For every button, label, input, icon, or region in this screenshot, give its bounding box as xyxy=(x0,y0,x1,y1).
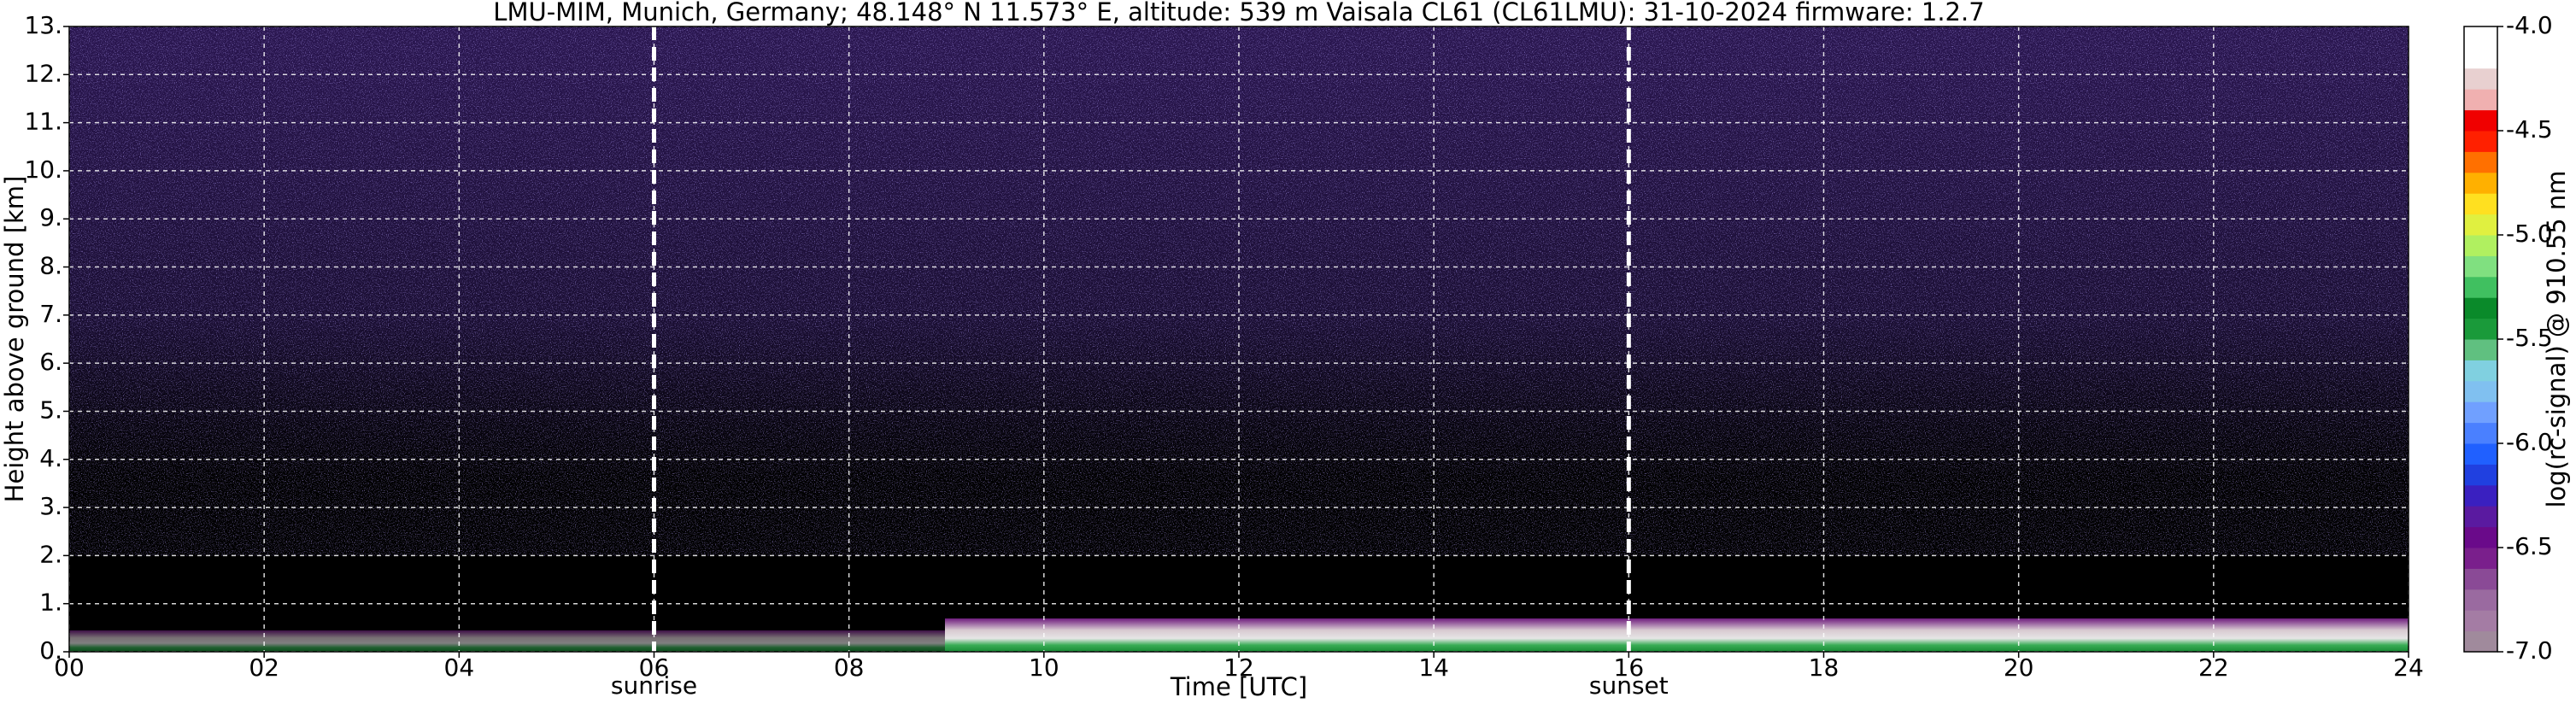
colorbar-swatch xyxy=(2464,235,2497,256)
colorbar-swatch xyxy=(2464,193,2497,215)
colorbar-swatch xyxy=(2464,26,2497,48)
colorbar-swatch xyxy=(2464,380,2497,402)
colorbar-swatch xyxy=(2464,318,2497,340)
y-tick-label: 8. xyxy=(39,252,62,280)
y-tick-label: 3. xyxy=(39,492,62,520)
x-tick-label: 12 xyxy=(1223,653,1254,682)
y-tick-label: 13. xyxy=(24,11,62,39)
colorbar-tick-label: -4.0 xyxy=(2506,11,2553,39)
y-tick-label: 7. xyxy=(39,300,62,328)
y-tick-label: 4. xyxy=(39,444,62,472)
y-tick-label: 5. xyxy=(39,396,62,424)
x-tick-label: 00 xyxy=(54,653,85,682)
colorbar-label: log(rc-signal) @ 910.55 nm xyxy=(2542,170,2571,507)
colorbar-tick-label: -7.0 xyxy=(2506,636,2553,665)
y-tick-label: 9. xyxy=(39,203,62,231)
colorbar-swatch xyxy=(2464,297,2497,319)
x-axis-label: Time [UTC] xyxy=(1170,672,1307,701)
colorbar-tick-label: -6.0 xyxy=(2506,428,2553,456)
colorbar-tick-label: -5.0 xyxy=(2506,220,2553,248)
colorbar-swatch xyxy=(2464,464,2497,486)
colorbar-swatch xyxy=(2464,109,2497,132)
x-tick-label: 08 xyxy=(834,653,865,682)
colorbar-swatch xyxy=(2464,422,2497,444)
colorbar-swatch xyxy=(2464,548,2497,569)
colorbar-swatch xyxy=(2464,339,2497,360)
x-tick-label: 20 xyxy=(2004,653,2034,682)
x-tick-label: 24 xyxy=(2393,653,2424,682)
colorbar-swatch xyxy=(2464,131,2497,152)
colorbar-swatch xyxy=(2464,47,2497,69)
colorbar: -4.0 -4.5 -5.0 -5.5 -6.0 -6.5 -7.0 xyxy=(2463,11,2553,665)
colorbar-swatch xyxy=(2464,484,2497,507)
colorbar-swatch xyxy=(2464,276,2497,298)
colorbar-swatch xyxy=(2464,360,2497,382)
y-tick-label: 2. xyxy=(39,540,62,568)
y-tick-label: 11. xyxy=(24,108,62,136)
annotation-label: sunset xyxy=(1589,671,1669,700)
y-axis-label: Height above ground [km] xyxy=(0,176,29,503)
colorbar-swatch xyxy=(2464,89,2497,111)
x-tick-label: 02 xyxy=(249,653,279,682)
y-tick-label: 6. xyxy=(39,348,62,376)
colorbar-swatch xyxy=(2464,401,2497,424)
colorbar-swatch xyxy=(2464,443,2497,465)
x-tick-label: 16 xyxy=(1614,653,1645,682)
colorbar-swatch xyxy=(2464,172,2497,194)
colorbar-tick-label: -6.5 xyxy=(2506,532,2553,560)
colorbar-swatch xyxy=(2464,610,2497,632)
x-tick-label: 04 xyxy=(444,653,475,682)
colorbar-swatch xyxy=(2464,589,2497,611)
x-tick-label: 10 xyxy=(1029,653,1059,682)
annotations xyxy=(652,26,1631,652)
annotation-label: sunrise xyxy=(611,671,697,700)
y-tick-label: 10. xyxy=(24,155,62,184)
x-tick-label: 22 xyxy=(2198,653,2229,682)
colorbar-swatch xyxy=(2464,67,2497,90)
x-tick-label: 14 xyxy=(1418,653,1449,682)
x-tick-label: 06 xyxy=(639,653,670,682)
y-tick-label: 1. xyxy=(39,589,62,617)
colorbar-swatch xyxy=(2464,506,2497,528)
colorbar-swatch xyxy=(2464,526,2497,548)
colorbar-swatch xyxy=(2464,151,2497,173)
colorbar-swatch xyxy=(2464,568,2497,590)
y-tick-label: 12. xyxy=(24,59,62,87)
tick-labels: 00 02 04 06 08 10 12 14 16 18 20 22 24 0. 1. 2. 3. 4. 5. 6.… xyxy=(24,11,2423,700)
chart-title: LMU-MIM, Munich, Germany; 48.148° N 11.5… xyxy=(493,0,1984,26)
x-tick-label: 18 xyxy=(1809,653,1840,682)
colorbar-tick-label: -4.5 xyxy=(2506,115,2553,144)
colorbar-swatch xyxy=(2464,255,2497,278)
colorbar-swatch xyxy=(2464,630,2497,653)
y-tick-label: 0. xyxy=(39,636,62,665)
colorbar-tick-label: -5.5 xyxy=(2506,324,2553,352)
colorbar-swatch xyxy=(2464,214,2497,236)
